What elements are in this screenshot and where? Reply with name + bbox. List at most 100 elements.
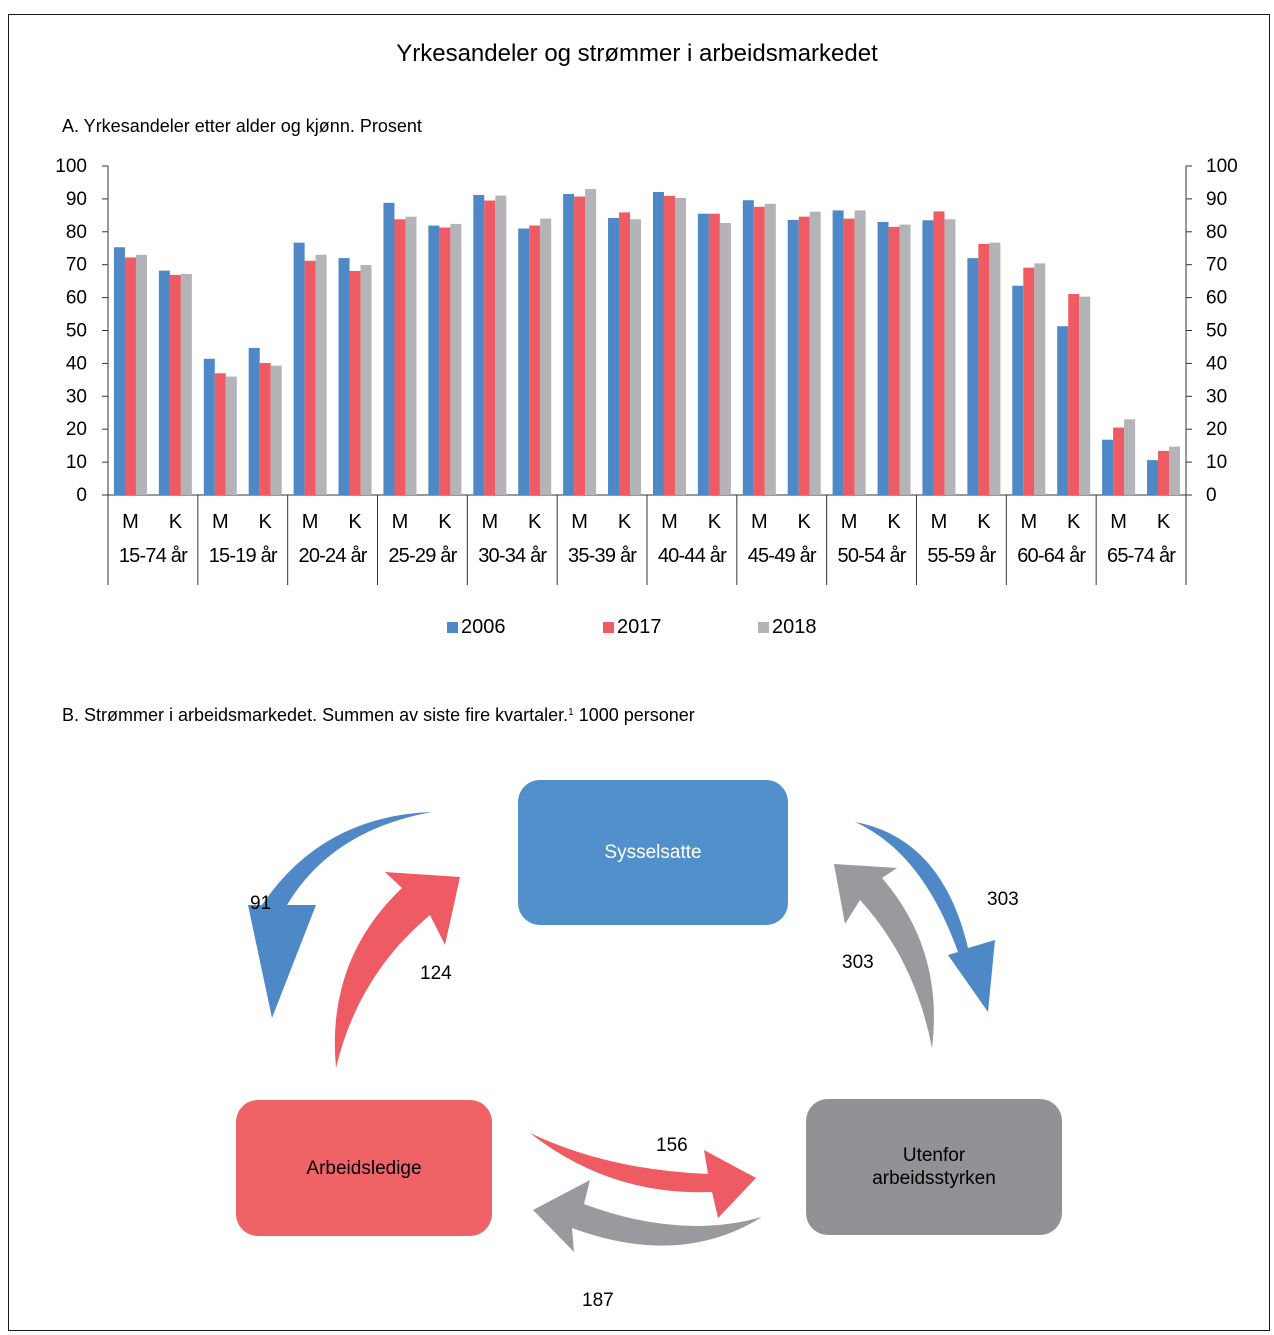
x-tick-label-sex: M bbox=[1110, 511, 1127, 533]
bar-2006 bbox=[1102, 439, 1114, 495]
bar-2017 bbox=[978, 243, 990, 495]
x-tick-label-sex: K bbox=[618, 511, 632, 533]
bar-2018 bbox=[225, 376, 237, 495]
bar-2018 bbox=[270, 365, 282, 495]
x-group-label: 60-64 år bbox=[1017, 545, 1086, 567]
bar-2006 bbox=[742, 200, 754, 495]
y-tick-label-left: 30 bbox=[66, 386, 87, 407]
node-unemployed-label: Arbeidsledige bbox=[306, 1157, 422, 1179]
x-tick-label-sex: M bbox=[212, 511, 229, 533]
bar-2006 bbox=[518, 228, 530, 495]
flow-label-91: 91 bbox=[250, 893, 272, 914]
y-tick-label-right: 60 bbox=[1206, 288, 1227, 309]
y-tick-label-right: 10 bbox=[1206, 452, 1227, 473]
bar-2006 bbox=[293, 242, 305, 495]
y-tick-label-right: 40 bbox=[1206, 353, 1227, 374]
x-tick-label-sex: K bbox=[1067, 511, 1081, 533]
x-tick-label-sex: K bbox=[438, 511, 452, 533]
x-tick-label-sex: K bbox=[1157, 511, 1171, 533]
bar-2017 bbox=[798, 216, 810, 495]
x-tick-label-sex: M bbox=[1020, 511, 1037, 533]
bar-2017 bbox=[439, 227, 451, 495]
x-tick-label-sex: M bbox=[122, 511, 139, 533]
flow-label-156: 156 bbox=[656, 1135, 688, 1156]
bar-2018 bbox=[719, 222, 731, 496]
bar-2018 bbox=[809, 211, 821, 495]
y-tick-label-left: 50 bbox=[66, 321, 87, 342]
bar-2006 bbox=[832, 210, 844, 496]
bar-2006 bbox=[877, 221, 889, 495]
bar-2006 bbox=[922, 220, 934, 495]
bar-2006 bbox=[1012, 285, 1024, 495]
bar-2017 bbox=[843, 218, 855, 495]
y-tick-label-left: 100 bbox=[55, 156, 87, 177]
x-tick-label-sex: M bbox=[302, 511, 319, 533]
y-tick-label-right: 20 bbox=[1206, 419, 1227, 440]
y-tick-label-right: 70 bbox=[1206, 255, 1227, 276]
bar-2017 bbox=[124, 257, 136, 495]
x-tick-label-sex: K bbox=[887, 511, 901, 533]
bar-2017 bbox=[933, 211, 945, 496]
bar-2018 bbox=[315, 254, 327, 495]
legend-label-2018: 2018 bbox=[772, 616, 817, 638]
bar-2006 bbox=[383, 202, 395, 495]
bar-2017 bbox=[394, 219, 406, 495]
node-outside: Utenfor arbeidsstyrken bbox=[806, 1099, 1062, 1235]
bar-2018 bbox=[1169, 446, 1181, 495]
bar-2017 bbox=[574, 196, 586, 496]
y-tick-label-right: 0 bbox=[1206, 485, 1217, 506]
y-tick-label-left: 20 bbox=[66, 419, 87, 440]
y-tick-label-left: 60 bbox=[66, 288, 87, 309]
bar-2018 bbox=[764, 203, 776, 495]
flow-label-187: 187 bbox=[582, 1290, 614, 1311]
panel-b-unit: 1000 personer bbox=[573, 705, 695, 725]
bar-2017 bbox=[1113, 427, 1125, 495]
bar-2017 bbox=[619, 212, 631, 496]
bar-2017 bbox=[663, 195, 675, 495]
bar-2006 bbox=[787, 219, 799, 495]
x-tick-label-sex: K bbox=[977, 511, 991, 533]
bar-2018 bbox=[180, 273, 192, 495]
bar-2017 bbox=[1023, 267, 1035, 495]
x-group-label: 15-74 år bbox=[119, 545, 188, 567]
bar-chart: 0 0 10 10 20 20 30 30 40 40 50 50 60 60 70 70 80 80 90 90 10… bbox=[55, 156, 1238, 585]
x-group-label: 50-54 år bbox=[838, 545, 907, 567]
panel-b-title: B. Strømmer i arbeidsmarkedet. Summen av… bbox=[62, 705, 695, 726]
y-tick-label-right: 100 bbox=[1206, 156, 1238, 177]
bar-2017 bbox=[708, 213, 720, 495]
bar-2006 bbox=[967, 258, 979, 495]
bar-2018 bbox=[135, 254, 147, 495]
legend-item-2006: 2006 bbox=[447, 616, 506, 639]
flow-label-303-out: 303 bbox=[987, 889, 1019, 910]
bar-2006 bbox=[697, 213, 709, 495]
x-group-label: 20-24 år bbox=[299, 545, 368, 567]
footnote-marker: 1 bbox=[568, 707, 574, 718]
x-tick-label-sex: M bbox=[841, 511, 858, 533]
y-tick-label-left: 40 bbox=[66, 353, 87, 374]
bar-2017 bbox=[214, 373, 226, 495]
bar-2018 bbox=[944, 219, 956, 495]
y-tick-label-left: 10 bbox=[66, 452, 87, 473]
x-group-label: 15-19 år bbox=[209, 545, 278, 567]
bar-2017 bbox=[169, 274, 181, 495]
bar-2018 bbox=[405, 216, 417, 495]
y-tick-label-left: 70 bbox=[66, 255, 87, 276]
bar-2018 bbox=[899, 224, 911, 495]
bar-2006 bbox=[652, 191, 664, 495]
legend-label-2006: 2006 bbox=[461, 616, 506, 638]
flow-label-124: 124 bbox=[420, 963, 452, 984]
x-group-label: 25-29 år bbox=[388, 545, 457, 567]
x-tick-label-sex: M bbox=[661, 511, 678, 533]
bar-2018 bbox=[989, 242, 1001, 495]
y-tick-label-left: 90 bbox=[66, 189, 87, 210]
legend-item-2017: 2017 bbox=[603, 616, 662, 639]
bar-2006 bbox=[428, 225, 440, 495]
y-tick-label-left: 80 bbox=[66, 222, 87, 243]
x-tick-label-sex: M bbox=[392, 511, 409, 533]
legend-swatch-2017 bbox=[603, 622, 614, 633]
bar-2018 bbox=[1124, 419, 1136, 495]
flow-label-303-in: 303 bbox=[842, 952, 874, 973]
bar-2018 bbox=[585, 189, 597, 495]
figure-title: Yrkesandeler og strømmer i arbeidsmarked… bbox=[396, 40, 878, 67]
bar-2018 bbox=[495, 195, 507, 496]
